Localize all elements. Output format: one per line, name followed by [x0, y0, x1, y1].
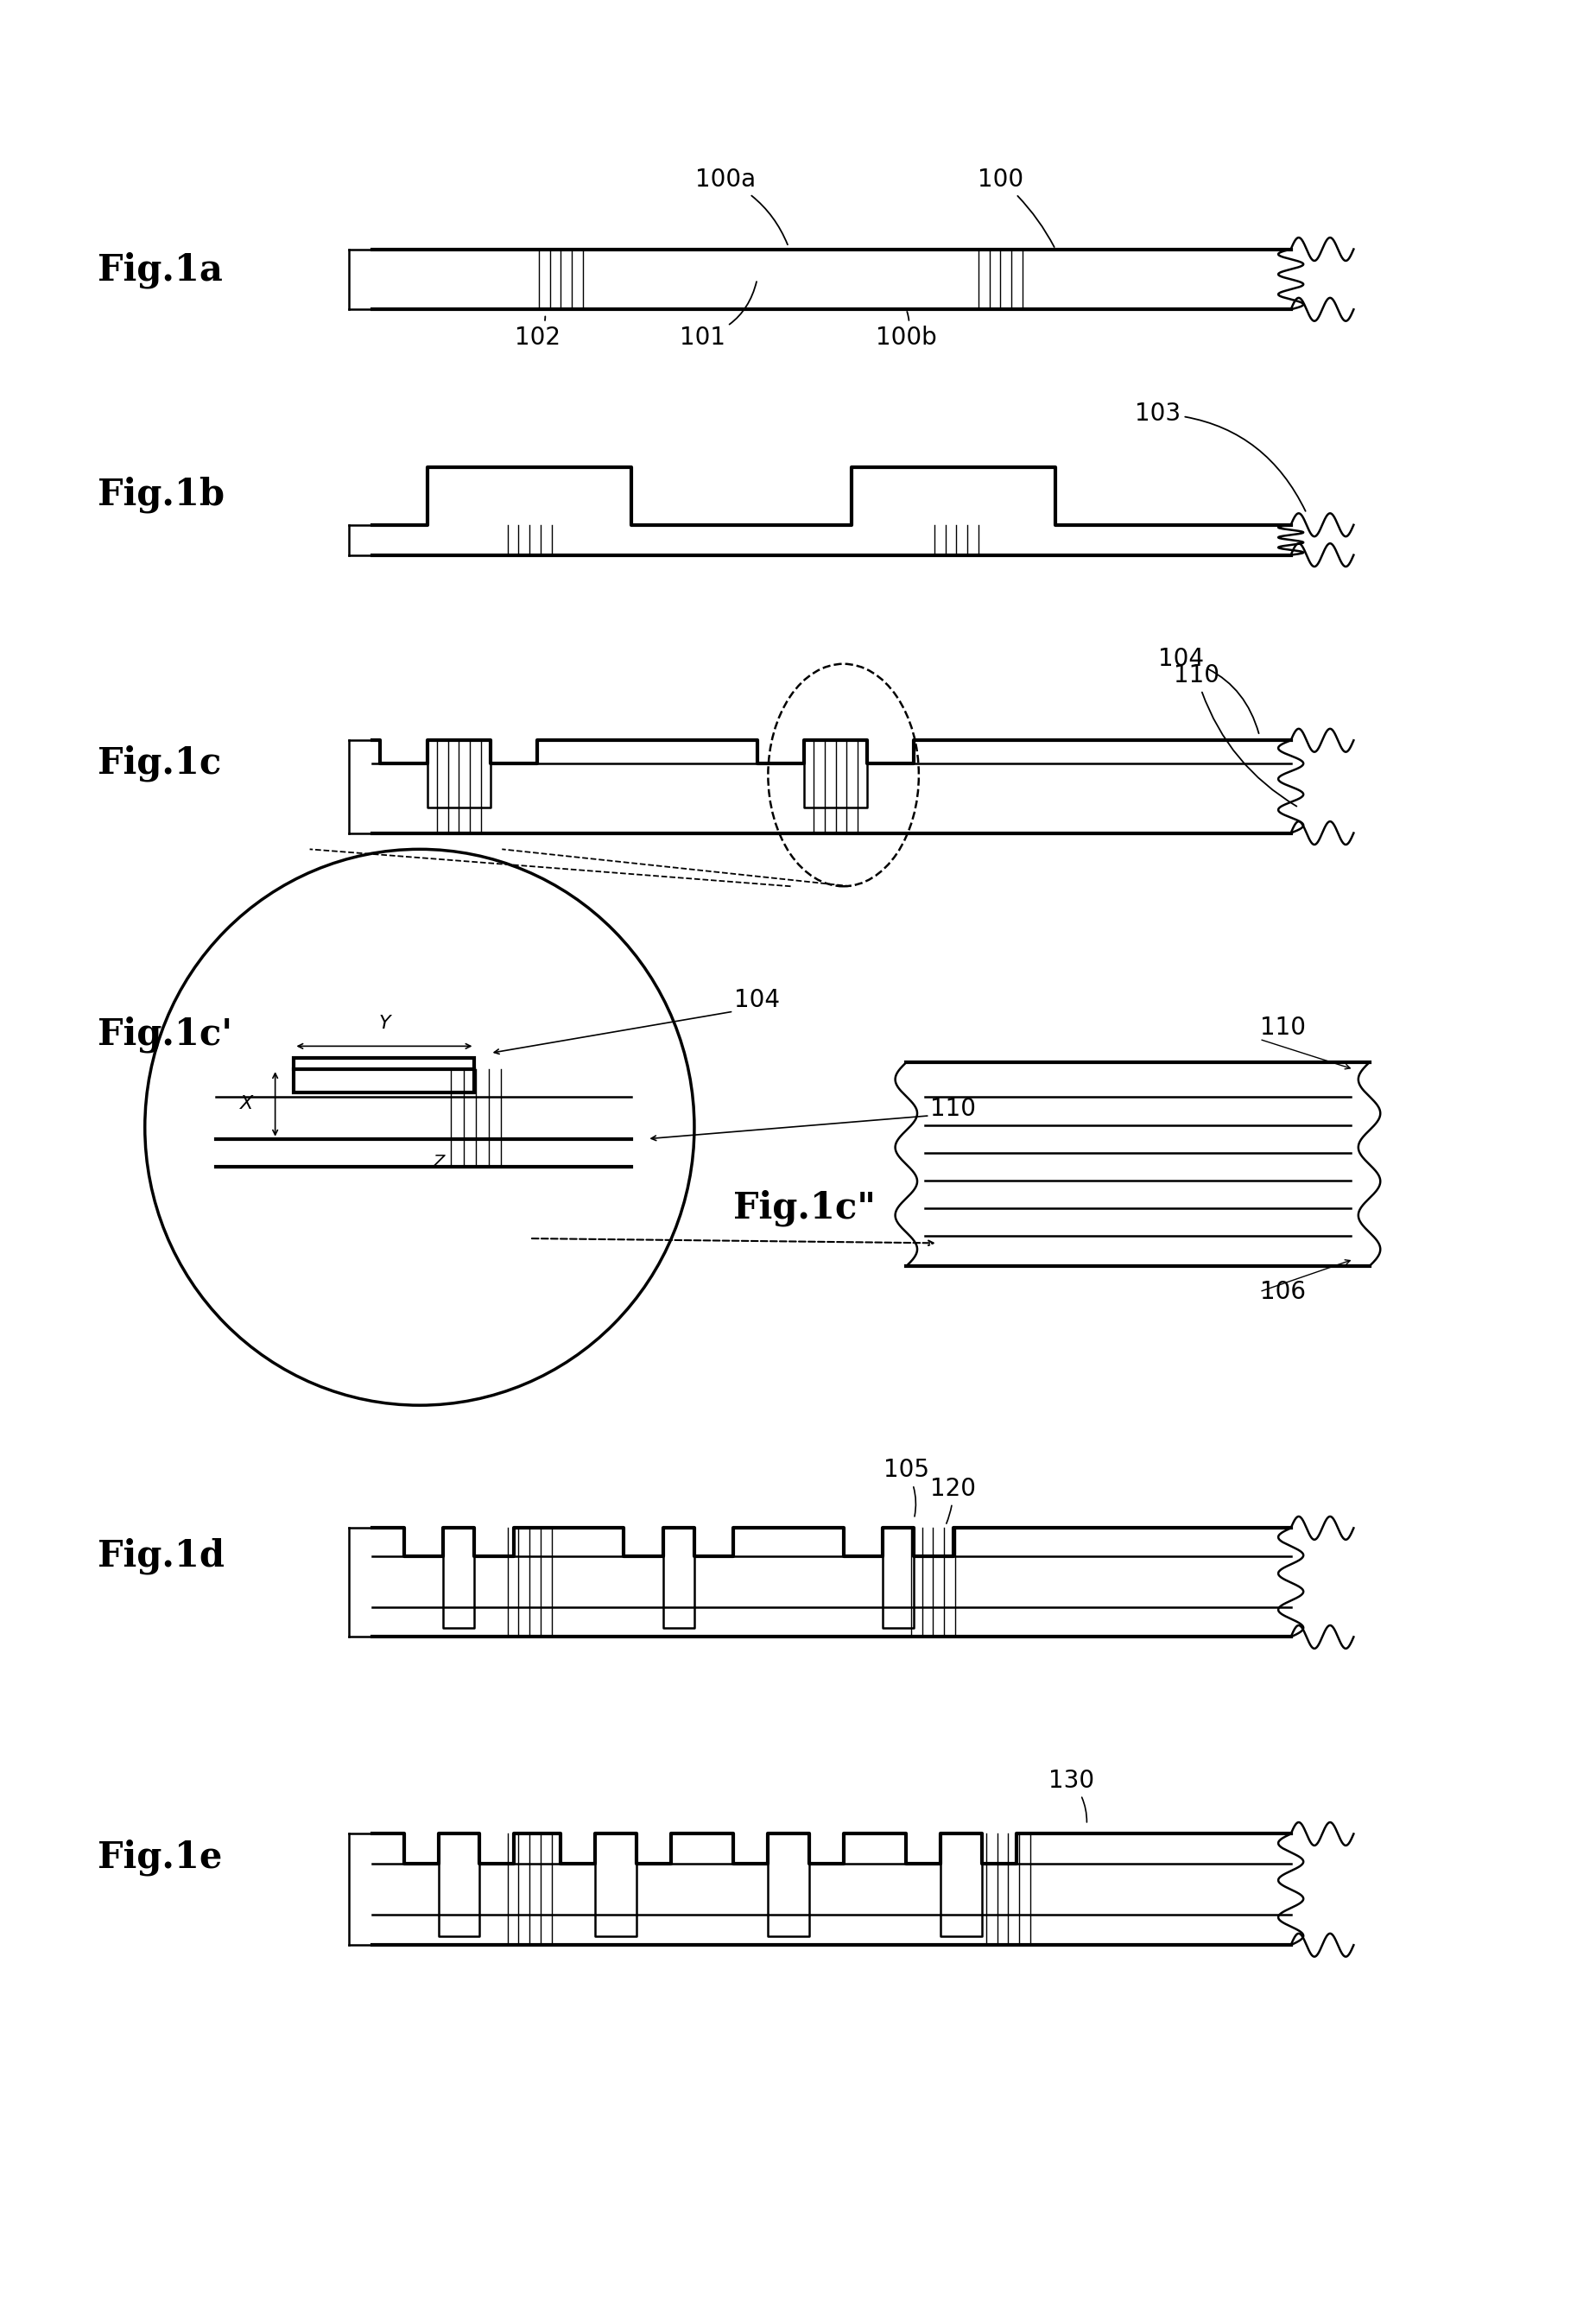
- Text: 100a: 100a: [695, 167, 787, 244]
- Text: 100b: 100b: [875, 311, 937, 349]
- Text: X: X: [240, 1095, 254, 1113]
- Text: 106: 106: [1260, 1281, 1306, 1304]
- Text: 130: 130: [1049, 1769, 1094, 1822]
- Text: 105: 105: [883, 1457, 929, 1518]
- Text: 103: 103: [1134, 402, 1306, 511]
- Text: 102: 102: [514, 316, 560, 349]
- Text: 104: 104: [1158, 646, 1258, 734]
- Text: 110: 110: [1260, 1016, 1306, 1039]
- FancyBboxPatch shape: [293, 1057, 475, 1092]
- Text: Z: Z: [432, 1153, 445, 1171]
- Text: 110: 110: [930, 1097, 976, 1120]
- Text: Y: Y: [378, 1013, 390, 1032]
- Text: Fig.1d: Fig.1d: [98, 1538, 226, 1573]
- Text: 110: 110: [1173, 662, 1296, 806]
- Text: Fig.1c": Fig.1c": [733, 1190, 877, 1227]
- Text: Fig.1c: Fig.1c: [98, 746, 221, 781]
- Text: Fig.1b: Fig.1b: [98, 476, 226, 514]
- Text: Fig.1c': Fig.1c': [98, 1016, 233, 1053]
- Text: 104: 104: [735, 988, 781, 1011]
- Text: Fig.1e: Fig.1e: [98, 1838, 222, 1875]
- Text: 120: 120: [930, 1476, 976, 1525]
- Text: 100: 100: [978, 167, 1055, 246]
- Text: Fig.1a: Fig.1a: [98, 251, 222, 288]
- Text: 101: 101: [680, 281, 757, 349]
